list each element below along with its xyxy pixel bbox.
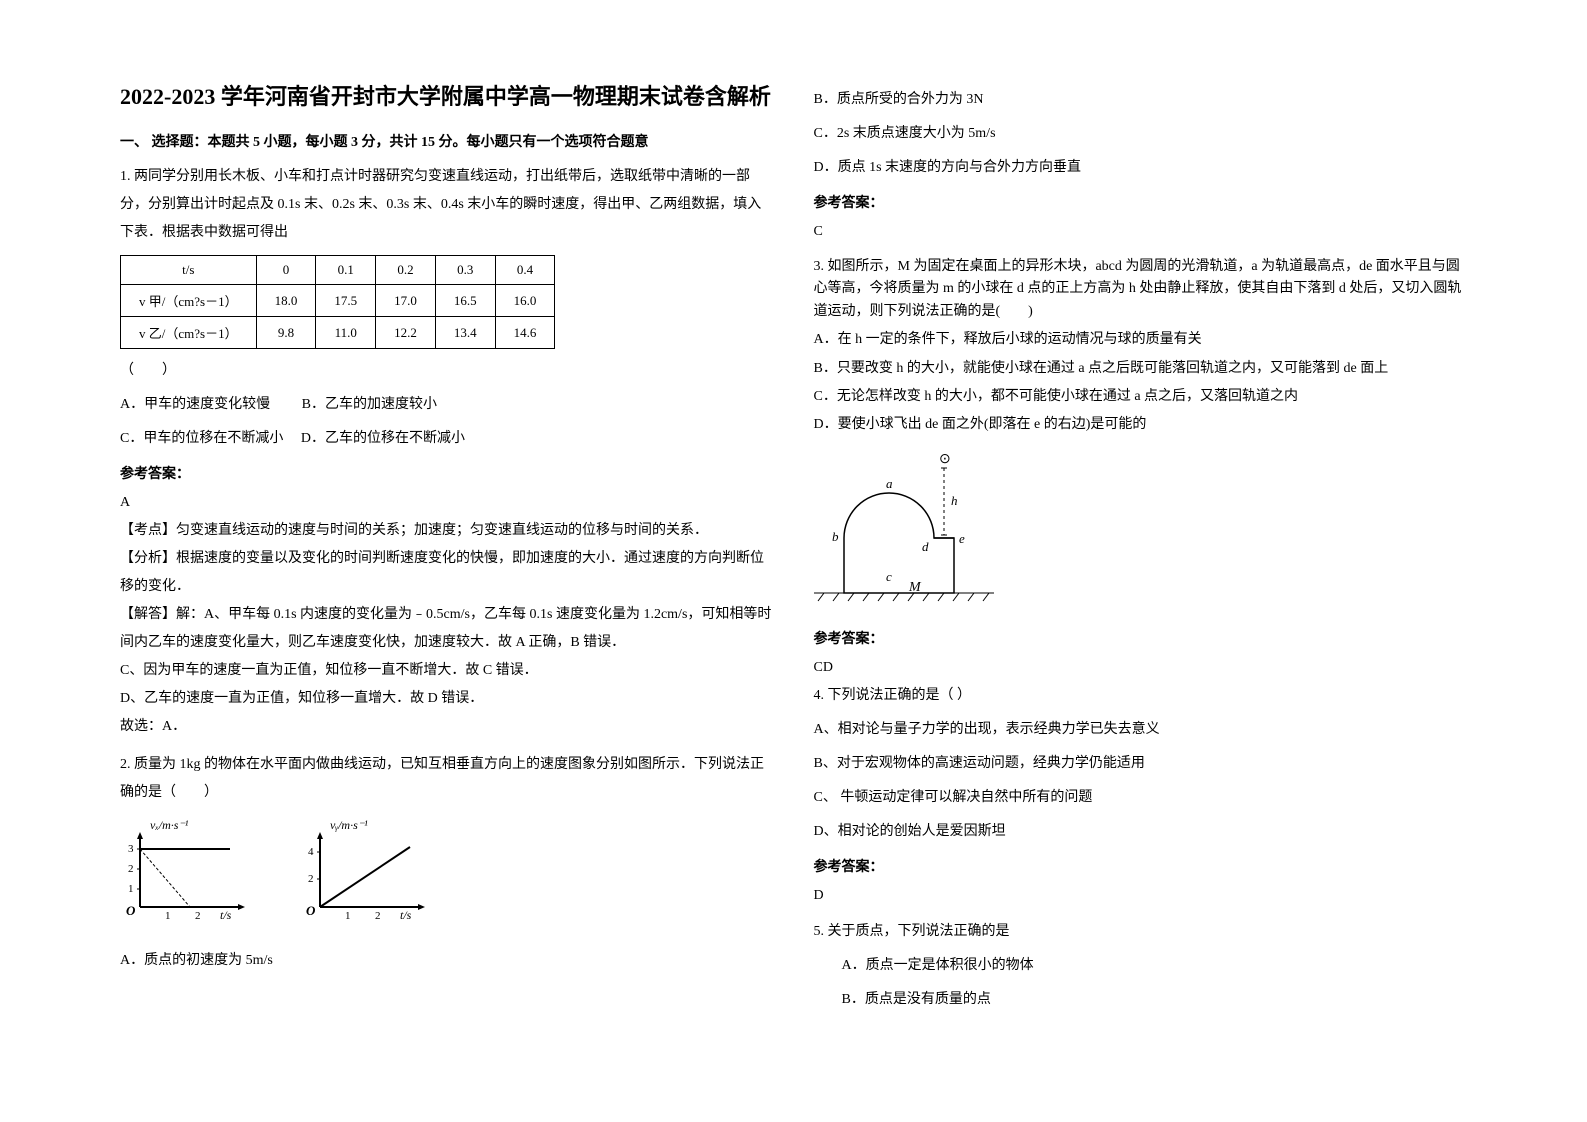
q5-optA: A．质点一定是体积很小的物体 <box>814 952 1468 980</box>
q1-exp1: 【考点】匀变速直线运动的速度与时间的关系；加速度；匀变速直线运动的位移与时间的关… <box>120 517 774 545</box>
label-h: h <box>951 493 958 508</box>
answer-label: 参考答案： <box>814 856 1468 876</box>
table-row: v 乙/（cm?s－1） 9.8 11.0 12.2 13.4 14.6 <box>121 317 555 349</box>
q1-table: t/s 0 0.1 0.2 0.3 0.4 v 甲/（cm?s－1） 18.0 … <box>120 255 555 349</box>
yval: 2 <box>308 873 314 885</box>
q2-chart-left: vₓ/m·s⁻¹ 3 2 1 1 2 t/s O <box>120 817 260 927</box>
cell: 0.2 <box>376 256 436 285</box>
cell: 0.1 <box>316 256 376 285</box>
ylabel: vᵧ/m·s⁻¹ <box>330 818 368 832</box>
q1-optA: A．甲车的速度变化较慢 <box>120 397 270 412</box>
cell: 9.8 <box>256 317 316 349</box>
cell: 14.6 <box>495 317 555 349</box>
label-c: c <box>886 569 892 584</box>
q4-optD: D、相对论的创始人是爱因斯坦 <box>814 818 1468 846</box>
q2-optA: A．质点的初速度为 5m/s <box>120 947 774 975</box>
q2-optB: B．质点所受的合外力为 3N <box>814 86 1468 114</box>
xlabel: t/s <box>220 908 232 922</box>
table-row: t/s 0 0.1 0.2 0.3 0.4 <box>121 256 555 285</box>
ylabel: vₓ/m·s⁻¹ <box>150 818 189 832</box>
q3-diagram: a b c d e M ⊙ h <box>814 453 994 603</box>
label-M: M <box>908 580 922 595</box>
q3-optB: B．只要改变 h 的大小，就能使小球在通过 a 点之后既可能落回轨道之内，又可能… <box>814 358 1468 380</box>
xval: 2 <box>195 910 201 922</box>
label-e: e <box>959 531 965 546</box>
cell: 17.0 <box>376 285 436 317</box>
xval: 1 <box>345 910 351 922</box>
q1-options-row2: C．甲车的位移在不断减小 D．乙车的位移在不断减小 <box>120 425 774 453</box>
xval: 2 <box>375 910 381 922</box>
cell: t/s <box>121 256 257 285</box>
q4-answer: D <box>814 882 1468 910</box>
q4-optA: A、相对论与量子力学的出现，表示经典力学已失去意义 <box>814 716 1468 744</box>
origin: O <box>126 903 136 918</box>
q3-optD: D．要使小球飞出 de 面之外(即落在 e 的右边)是可能的 <box>814 414 1468 436</box>
cell: 18.0 <box>256 285 316 317</box>
answer-label: 参考答案： <box>814 192 1468 212</box>
cell: 0 <box>256 256 316 285</box>
q1-answer: A <box>120 489 774 517</box>
label-b: b <box>832 529 839 544</box>
cell: 16.0 <box>495 285 555 317</box>
origin: O <box>306 903 316 918</box>
cell: 17.5 <box>316 285 376 317</box>
q1-exp5: D、乙车的速度一直为正值，知位移一直增大．故 D 错误． <box>120 685 774 713</box>
label-d: d <box>922 539 929 554</box>
xval: 1 <box>165 910 171 922</box>
section-header: 一、 选择题：本题共 5 小题，每小题 3 分，共计 15 分。每小题只有一个选… <box>120 131 774 151</box>
q1-exp4: C、因为甲车的速度一直为正值，知位移一直不断增大．故 C 错误． <box>120 657 774 685</box>
right-column: B．质点所受的合外力为 3N C．2s 末质点速度大小为 5m/s D．质点 1… <box>794 80 1488 1082</box>
cell: 12.2 <box>376 317 436 349</box>
yval: 2 <box>128 863 134 875</box>
yval: 3 <box>128 843 134 855</box>
q3-optA: A．在 h 一定的条件下，释放后小球的运动情况与球的质量有关 <box>814 329 1468 351</box>
answer-label: 参考答案： <box>814 628 1468 648</box>
q2-stem: 2. 质量为 1kg 的物体在水平面内做曲线运动，已知互相垂直方向上的速度图象分… <box>120 751 774 807</box>
q2-charts: vₓ/m·s⁻¹ 3 2 1 1 2 t/s O vᵧ/m·s⁻¹ 4 <box>120 817 774 927</box>
cell: v 甲/（cm?s－1） <box>121 285 257 317</box>
yval: 4 <box>308 846 314 858</box>
yval: 1 <box>128 883 134 895</box>
cell: 0.3 <box>435 256 495 285</box>
q1-paren: （ ） <box>120 357 774 385</box>
q1-options-row1: A．甲车的速度变化较慢 B．乙车的加速度较小 <box>120 391 774 419</box>
q1-exp3: 【解答】解：A、甲车每 0.1s 内速度的变化量为﹣0.5cm/s，乙车每 0.… <box>120 601 774 657</box>
q4-stem: 4. 下列说法正确的是（ ） <box>814 682 1468 710</box>
ball-icon: ⊙ <box>939 453 951 467</box>
q1-exp2: 【分析】根据速度的变量以及变化的时间判断速度变化的快慢，即加速度的大小．通过速度… <box>120 545 774 601</box>
table-row: v 甲/（cm?s－1） 18.0 17.5 17.0 16.5 16.0 <box>121 285 555 317</box>
q3-optC: C．无论怎样改变 h 的大小，都不可能使小球在通过 a 点之后，又落回轨道之内 <box>814 386 1468 408</box>
q4-optB: B、对于宏观物体的高速运动问题，经典力学仍能适用 <box>814 750 1468 778</box>
q4-optC: C、 牛顿运动定律可以解决自然中所有的问题 <box>814 784 1468 812</box>
cell: 16.5 <box>435 285 495 317</box>
q1-optC: C．甲车的位移在不断减小 <box>120 431 283 446</box>
q2-chart-right: vᵧ/m·s⁻¹ 4 2 1 2 t/s O <box>300 817 440 927</box>
xlabel: t/s <box>400 908 412 922</box>
label-a: a <box>886 476 893 491</box>
answer-label: 参考答案： <box>120 463 774 483</box>
cell: v 乙/（cm?s－1） <box>121 317 257 349</box>
q1-exp6: 故选：A． <box>120 713 774 741</box>
q2-answer: C <box>814 218 1468 246</box>
q2-optC: C．2s 末质点速度大小为 5m/s <box>814 120 1468 148</box>
q5-stem: 5. 关于质点，下列说法正确的是 <box>814 918 1468 946</box>
q3-answer: CD <box>814 654 1468 682</box>
q3-stem: 3. 如图所示，M 为固定在桌面上的异形木块，abcd 为圆周的光滑轨道，a 为… <box>814 256 1468 323</box>
q1-optD: D．乙车的位移在不断减小 <box>301 431 465 446</box>
q1-stem: 1. 两同学分别用长木板、小车和打点计时器研究匀变速直线运动，打出纸带后，选取纸… <box>120 163 774 247</box>
cell: 13.4 <box>435 317 495 349</box>
cell: 11.0 <box>316 317 376 349</box>
exam-title: 2022-2023 学年河南省开封市大学附属中学高一物理期末试卷含解析 <box>120 80 774 113</box>
q2-optD: D．质点 1s 末速度的方向与合外力方向垂直 <box>814 154 1468 182</box>
left-column: 2022-2023 学年河南省开封市大学附属中学高一物理期末试卷含解析 一、 选… <box>100 80 794 1082</box>
cell: 0.4 <box>495 256 555 285</box>
q1-optB: B．乙车的加速度较小 <box>302 397 437 412</box>
q5-optB: B．质点是没有质量的点 <box>814 986 1468 1014</box>
